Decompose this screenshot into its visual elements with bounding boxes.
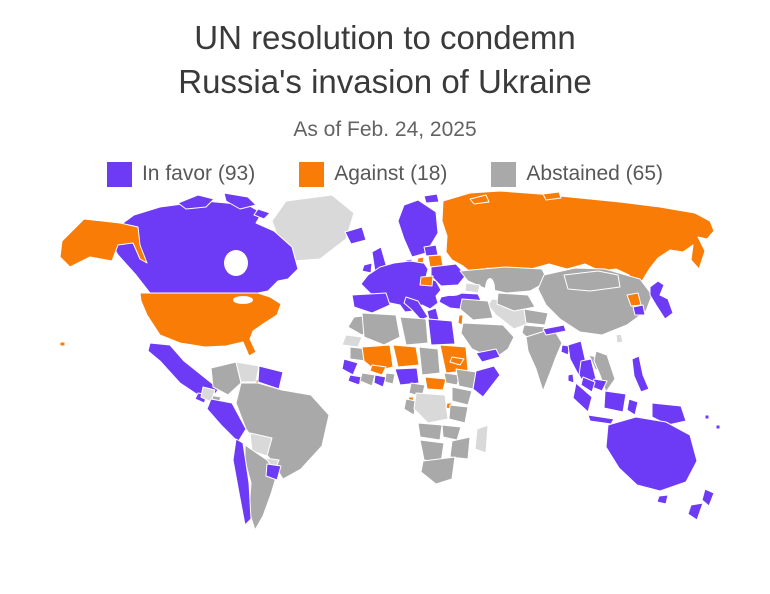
country-svalbard <box>423 193 440 204</box>
country-israel <box>457 314 464 326</box>
country-russia-arctic-a <box>469 194 490 205</box>
country-arctic-islands-b <box>223 192 257 210</box>
country-uruguay <box>265 463 282 481</box>
country-australia <box>605 416 698 492</box>
country-zambia <box>441 424 462 441</box>
country-malaysia <box>580 376 596 393</box>
country-russia-arctic-b <box>542 191 562 201</box>
country-madagascar <box>474 424 489 454</box>
country-libya <box>399 316 429 346</box>
country-bangladesh <box>560 344 571 356</box>
legend-swatch-against <box>299 161 325 187</box>
country-senegal-guinea <box>341 358 359 376</box>
country-new-zealand-south <box>687 502 704 521</box>
country-yemen <box>475 348 501 363</box>
country-greenland <box>271 194 355 262</box>
country-uganda-kenya <box>451 386 473 406</box>
legend-item-against: Against (18) <box>299 161 448 187</box>
country-usa <box>139 292 282 357</box>
legend-label-abstained: Abstained (65) <box>526 162 664 186</box>
legend-label-against: Against (18) <box>334 162 448 186</box>
country-south-africa <box>420 456 456 485</box>
country-alaska <box>59 218 148 268</box>
country-caucasus <box>464 282 481 294</box>
country-togo-benin <box>384 372 396 385</box>
country-philippines <box>631 355 650 393</box>
country-sri-lanka <box>567 373 575 384</box>
title-line-2: Russia's invasion of Ukraine <box>178 62 592 100</box>
country-sulawesi <box>626 398 639 416</box>
country-bolivia <box>249 432 273 457</box>
legend-item-in-favor: In favor (93) <box>106 161 256 187</box>
country-hungary <box>419 275 434 287</box>
country-burkina-faso <box>369 364 387 376</box>
country-nigeria <box>394 367 420 386</box>
country-new-zealand-north <box>701 488 715 507</box>
country-iceland <box>344 226 367 245</box>
country-colombia <box>210 361 242 396</box>
country-kaliningrad <box>416 256 425 264</box>
hudson-bay-water <box>224 249 248 276</box>
country-sumatra <box>572 382 593 413</box>
country-borneo <box>603 390 627 413</box>
country-new-guinea <box>651 402 687 426</box>
country-greece <box>426 307 440 321</box>
country-chile <box>232 438 252 526</box>
country-algeria <box>361 312 401 346</box>
country-tanzania <box>448 404 469 424</box>
country-angola <box>417 422 443 441</box>
country-ireland <box>361 262 373 274</box>
country-south-sudan <box>443 372 461 386</box>
country-chad <box>418 346 441 376</box>
country-egypt <box>427 318 456 346</box>
country-india <box>525 330 563 392</box>
country-mozambique <box>449 436 471 460</box>
country-spain-portugal <box>351 292 391 314</box>
country-ghana <box>373 374 387 388</box>
legend-swatch-in-favor <box>106 161 132 187</box>
country-japan <box>649 280 674 320</box>
legend-label-in-favor: In favor (93) <box>141 162 256 186</box>
legend: In favor (93) Against (18) Abstained (65… <box>0 161 770 187</box>
country-western-sahara <box>341 334 363 348</box>
legend-swatch-abstained <box>491 161 517 187</box>
page-title: UN resolution to condemn Russia's invasi… <box>0 16 770 104</box>
country-saudi-arabia <box>460 322 515 360</box>
country-taiwan <box>615 333 624 344</box>
country-java <box>587 414 615 425</box>
title-line-1: UN resolution to condemn <box>194 19 576 56</box>
black-sea-water <box>441 285 463 296</box>
country-pacific-islands-b <box>715 424 721 430</box>
country-himalaya-states <box>542 324 567 336</box>
country-venezuela <box>235 361 260 383</box>
caspian-sea-water <box>485 277 495 300</box>
country-somalia <box>472 365 501 398</box>
country-eritrea <box>449 356 465 366</box>
legend-item-abstained: Abstained (65) <box>491 161 664 187</box>
country-drc <box>413 392 449 424</box>
country-arctic-islands-c <box>253 208 271 220</box>
country-scandinavia <box>397 199 439 258</box>
country-afghanistan <box>523 308 549 326</box>
country-baltics <box>423 244 439 257</box>
country-mongolia <box>563 270 621 292</box>
country-congo-gabon <box>403 398 417 416</box>
country-kazakhstan <box>459 266 549 294</box>
world-map <box>59 190 721 531</box>
country-belarus <box>427 254 444 268</box>
great-lakes-water <box>233 295 253 304</box>
country-hawaii <box>59 341 66 347</box>
country-tasmania <box>656 494 669 505</box>
country-ivory-coast <box>359 372 376 387</box>
country-syria-iraq <box>459 298 494 321</box>
subtitle: As of Feb. 24, 2025 <box>293 117 477 141</box>
country-niger <box>392 344 420 368</box>
country-pacific-islands-a <box>704 414 710 420</box>
country-central-african-republic <box>424 376 447 391</box>
country-sierra-leone-liberia <box>347 374 363 386</box>
country-arctic-islands-a <box>177 194 215 210</box>
country-south-korea <box>632 304 646 316</box>
